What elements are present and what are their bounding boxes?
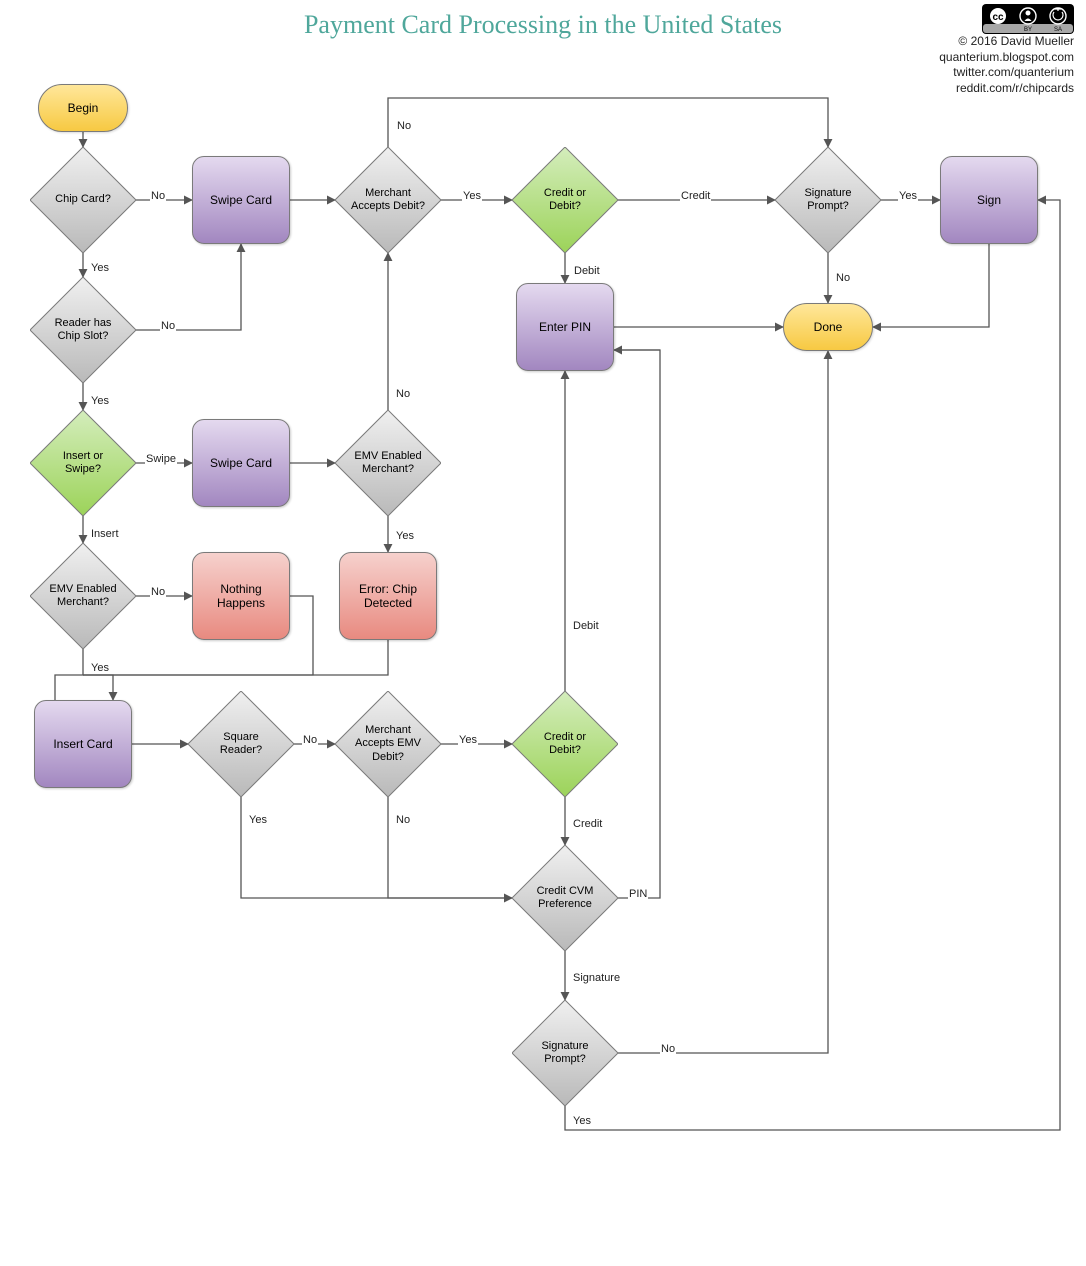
node-square: Square Reader? xyxy=(188,691,294,797)
edge-label: Insert xyxy=(90,528,120,540)
attrib-copyright: © 2016 David Mueller xyxy=(939,34,1074,50)
node-nothing: Nothing Happens xyxy=(192,552,290,640)
attribution-block: © 2016 David Mueller quanterium.blogspot… xyxy=(939,34,1074,96)
edge-label: No xyxy=(395,814,411,826)
page-title: Payment Card Processing in the United St… xyxy=(0,10,1086,40)
edge-label: Yes xyxy=(248,814,268,826)
edge-label: Credit xyxy=(572,818,603,830)
flowchart-canvas: Payment Card Processing in the United St… xyxy=(0,0,1086,1266)
attrib-line-2: reddit.com/r/chipcards xyxy=(939,81,1074,97)
node-insertCard: Insert Card xyxy=(34,700,132,788)
node-merchEmvDeb: Merchant Accepts EMV Debit? xyxy=(335,691,441,797)
svg-text:SA: SA xyxy=(1054,27,1062,33)
edge-label: Yes xyxy=(458,734,478,746)
node-swipe2: Swipe Card xyxy=(192,419,290,507)
node-sigPrompt2: Signature Prompt? xyxy=(512,1000,618,1106)
edge-label: Debit xyxy=(573,265,601,277)
node-credDeb2: Credit or Debit? xyxy=(512,691,618,797)
edge-label: No xyxy=(660,1043,676,1055)
edge-label: Signature xyxy=(572,972,621,984)
node-enterPin: Enter PIN xyxy=(516,283,614,371)
node-readerSlot: Reader has Chip Slot? xyxy=(30,277,136,383)
edge-label: No xyxy=(160,320,176,332)
edge-label: Yes xyxy=(90,662,110,674)
edge-label: No xyxy=(835,272,851,284)
svg-text:BY: BY xyxy=(1024,27,1032,33)
node-chipCard: Chip Card? xyxy=(30,147,136,253)
edge-label: Debit xyxy=(572,620,600,632)
node-emv2: EMV Enabled Merchant? xyxy=(30,543,136,649)
edge-label: Yes xyxy=(395,530,415,542)
edge-label: No xyxy=(395,388,411,400)
node-emv1: EMV Enabled Merchant? xyxy=(335,410,441,516)
node-cvmPref: Credit CVM Preference xyxy=(512,845,618,951)
edge-label: Yes xyxy=(90,262,110,274)
node-errChip: Error: Chip Detected xyxy=(339,552,437,640)
attrib-line-1: twitter.com/quanterium xyxy=(939,65,1074,81)
edge-label: Yes xyxy=(90,395,110,407)
edge-label: Yes xyxy=(572,1115,592,1127)
node-sigPrompt1: Signature Prompt? xyxy=(775,147,881,253)
node-insSwipe: Insert or Swipe? xyxy=(30,410,136,516)
edge-label: Credit xyxy=(680,190,711,202)
edge-label: Yes xyxy=(898,190,918,202)
svg-text:cc: cc xyxy=(992,12,1004,23)
node-swipe1: Swipe Card xyxy=(192,156,290,244)
edge-label: PIN xyxy=(628,888,648,900)
edge-label: Swipe xyxy=(145,453,177,465)
node-credDeb1: Credit or Debit? xyxy=(512,147,618,253)
edge-label: Yes xyxy=(462,190,482,202)
edge-label: No xyxy=(150,190,166,202)
edge-label: No xyxy=(396,120,412,132)
node-done: Done xyxy=(783,303,873,351)
edge-label: No xyxy=(150,586,166,598)
attrib-line-0: quanterium.blogspot.com xyxy=(939,50,1074,66)
node-sign: Sign xyxy=(940,156,1038,244)
node-merchDebit: Merchant Accepts Debit? xyxy=(335,147,441,253)
node-begin: Begin xyxy=(38,84,128,132)
edge-label: No xyxy=(302,734,318,746)
